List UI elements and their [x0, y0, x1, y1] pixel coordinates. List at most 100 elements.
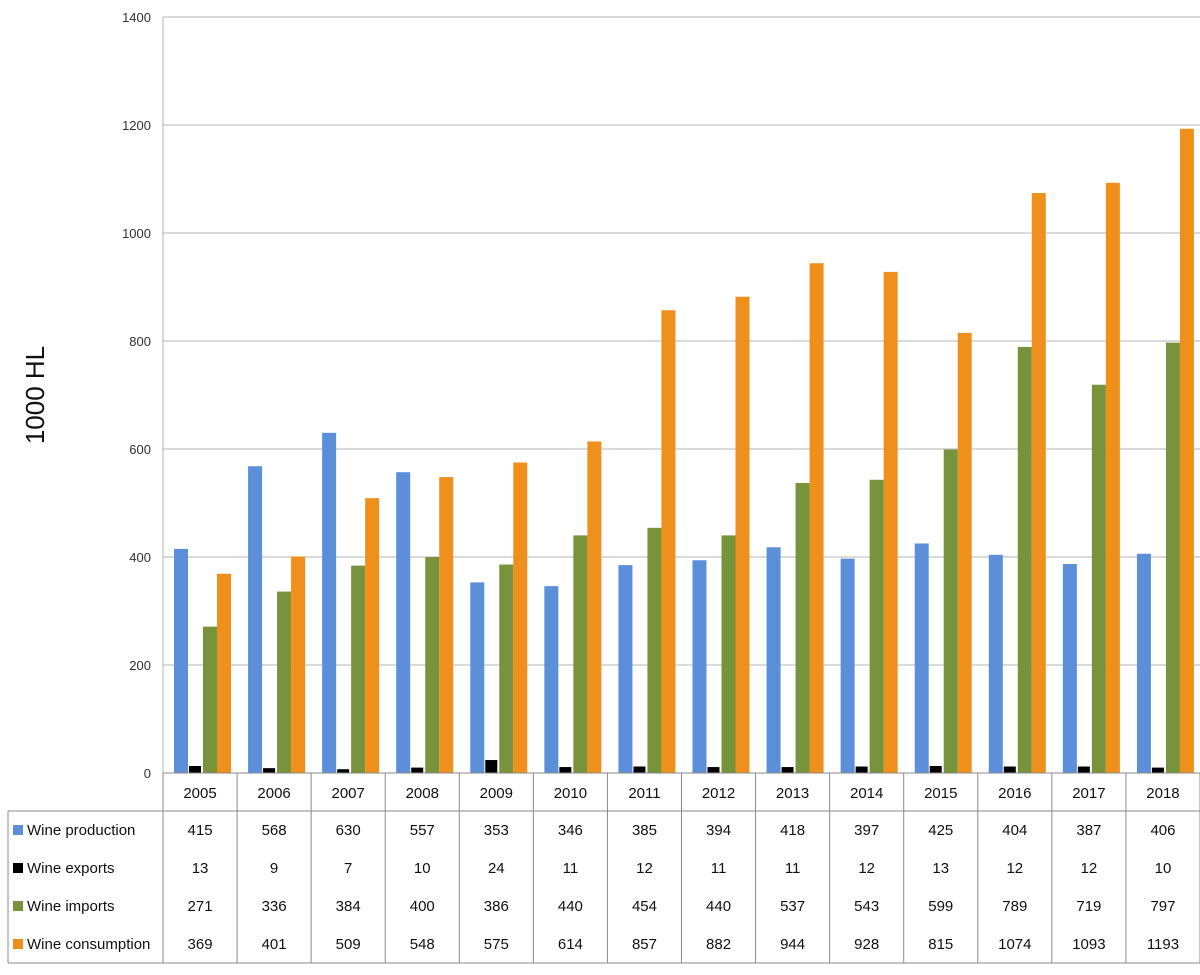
table-cell-value: 12	[1081, 860, 1098, 877]
bar-wine-exports-2008	[411, 767, 424, 773]
table-cell-value: 599	[928, 898, 953, 915]
table-cell-value: 11	[563, 860, 579, 877]
table-cell-value: 11	[711, 860, 727, 877]
bar-wine-consumption-2017	[1105, 182, 1120, 773]
bar-wine-consumption-2011	[661, 310, 676, 773]
table-cell-value: 1093	[1072, 936, 1105, 953]
bar-wine-consumption-2014	[883, 271, 898, 773]
legend-swatch	[13, 939, 23, 949]
bar-wine-consumption-2007	[365, 498, 380, 773]
bar-wine-imports-2008	[425, 557, 440, 773]
bar-wine-production-2007	[322, 432, 337, 773]
table-cell-value: 13	[932, 860, 949, 877]
table-cell-value: 440	[706, 898, 731, 915]
bar-wine-consumption-2009	[513, 462, 528, 773]
table-cell-value: 614	[558, 936, 583, 953]
bar-wine-exports-2009	[485, 760, 498, 773]
table-cell-value: 12	[1006, 860, 1023, 877]
x-category-label: 2015	[924, 785, 957, 802]
bar-wine-exports-2014	[855, 766, 868, 773]
table-cell-value: 336	[262, 898, 287, 915]
table-cell-value: 353	[484, 822, 509, 839]
table-cell-value: 815	[928, 936, 953, 953]
bar-wine-exports-2011	[633, 766, 646, 773]
y-tick-label: 400	[129, 550, 151, 565]
table-cell-value: 1193	[1147, 936, 1179, 953]
bar-wine-exports-2013	[781, 767, 794, 773]
table-cell-value: 12	[858, 860, 875, 877]
legend-swatch	[13, 901, 23, 911]
bar-wine-imports-2016	[1017, 346, 1032, 773]
bar-wine-production-2011	[618, 565, 633, 773]
bar-wine-production-2013	[766, 547, 781, 773]
bar-wine-production-2014	[840, 558, 855, 773]
bar-wine-production-2006	[248, 466, 263, 773]
bar-wine-production-2010	[544, 586, 559, 773]
table-cell-value: 397	[854, 822, 879, 839]
table-cell-value: 415	[188, 822, 213, 839]
bar-wine-consumption-2005	[217, 573, 231, 773]
table-cell-value: 10	[414, 860, 431, 877]
data-table: 2005 2006 2007 2008 2009 2010 2011 2012 2013 2014…	[7, 772, 1200, 964]
x-category-label: 2014	[850, 785, 883, 802]
bar-wine-imports-2013	[795, 483, 810, 773]
legend-swatch	[13, 863, 23, 873]
table-cell-value: 568	[262, 822, 287, 839]
bar-wine-imports-2015	[943, 449, 958, 773]
x-category-label: 2011	[628, 785, 660, 802]
bar-wine-exports-2006	[263, 768, 276, 773]
bar-wine-consumption-2012	[735, 296, 750, 773]
table-cell-value: 882	[706, 936, 731, 953]
table-cell-value: 944	[780, 936, 805, 953]
table-cell-value: 346	[558, 822, 583, 839]
x-category-label: 2010	[554, 785, 587, 802]
table-cell-value: 24	[488, 860, 505, 877]
bar-wine-production-2017	[1062, 564, 1077, 773]
table-cell-value: 1074	[998, 936, 1031, 953]
x-category-label: 2006	[257, 785, 290, 802]
bars	[174, 128, 1194, 774]
bar-wine-consumption-2015	[957, 332, 972, 773]
y-tick-label: 800	[129, 334, 151, 349]
bar-wine-imports-2005	[203, 626, 217, 773]
legend-series-name: Wine consumption	[27, 936, 150, 953]
table-cell-value: 401	[262, 936, 287, 953]
table-cell-value: 857	[632, 936, 657, 953]
table-cell-value: 543	[854, 898, 879, 915]
table-cell-value: 9	[270, 860, 278, 877]
table-cell-value: 387	[1076, 822, 1101, 839]
bar-wine-imports-2010	[573, 535, 588, 773]
table-cell-value: 386	[484, 898, 509, 915]
table-cell-value: 271	[188, 898, 213, 915]
bar-wine-exports-2016	[1003, 766, 1016, 773]
table-cell-value: 537	[780, 898, 805, 915]
bar-wine-consumption-2006	[291, 556, 306, 773]
bar-wine-consumption-2018	[1179, 128, 1194, 773]
bar-wine-production-2009	[470, 582, 485, 773]
table-cell-value: 11	[785, 860, 801, 877]
table-cell-value: 548	[410, 936, 435, 953]
table-cell-value: 7	[344, 860, 352, 877]
table-cell-value: 797	[1150, 898, 1175, 915]
table-cell-value: 557	[410, 822, 435, 839]
bar-wine-consumption-2008	[439, 477, 454, 773]
x-category-label: 2016	[998, 785, 1031, 802]
y-tick-label: 600	[129, 442, 151, 457]
table-cell-value: 418	[780, 822, 805, 839]
table-cell-value: 384	[336, 898, 361, 915]
bar-wine-exports-2017	[1077, 766, 1090, 773]
legend-series-name: Wine production	[27, 822, 135, 839]
table-cell-value: 369	[188, 936, 213, 953]
table-cell-value: 630	[336, 822, 361, 839]
table-cell-value: 425	[928, 822, 953, 839]
y-tick-label: 1400	[122, 10, 151, 25]
table-cell-value: 404	[1002, 822, 1027, 839]
bar-wine-exports-2007	[337, 769, 350, 773]
table-cell-value: 385	[632, 822, 657, 839]
bar-wine-imports-2009	[499, 564, 514, 773]
bar-wine-imports-2014	[869, 479, 884, 773]
y-tick-labels: 0 200 400 600 800 1000 1200 1400	[122, 10, 151, 781]
table-cell-value: 10	[1155, 860, 1172, 877]
bar-wine-exports-2018	[1151, 767, 1164, 773]
bar-wine-production-2015	[914, 543, 929, 773]
